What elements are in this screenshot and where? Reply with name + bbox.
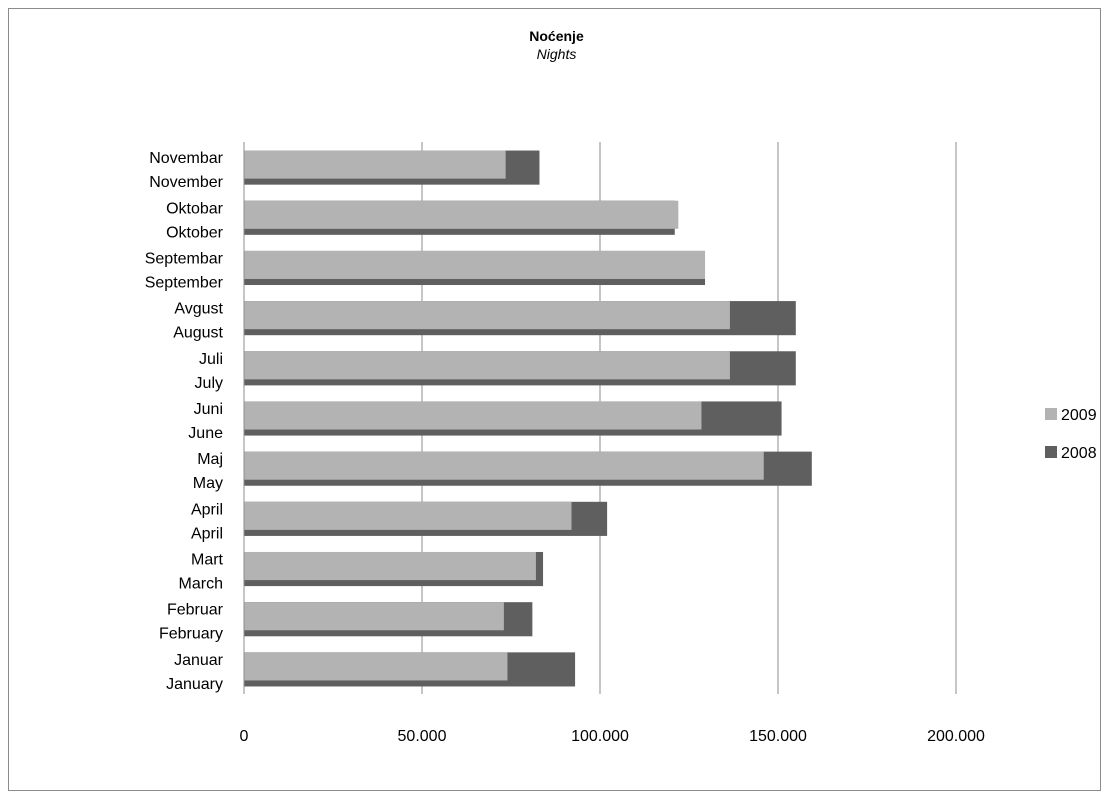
x-tick-label: 0 bbox=[240, 728, 249, 745]
category-label-local: Januar bbox=[174, 652, 224, 669]
legend: 2009 2008 bbox=[1045, 407, 1097, 462]
x-tick-label: 100.000 bbox=[571, 728, 629, 745]
category-label-english: January bbox=[166, 676, 223, 693]
category-label-english: February bbox=[159, 626, 223, 643]
legend-swatch-2009 bbox=[1045, 408, 1057, 420]
category-label-english: April bbox=[191, 525, 223, 542]
bars bbox=[244, 150, 812, 687]
category-label-local: Maj bbox=[197, 451, 223, 468]
category-label-local: Novembar bbox=[149, 150, 223, 167]
category-label-english: November bbox=[149, 174, 223, 191]
legend-label-2008: 2008 bbox=[1061, 445, 1097, 462]
legend-label-2009: 2009 bbox=[1061, 407, 1097, 424]
tick-labels: 0 50.000 100.000 150.000 200.000 bbox=[240, 728, 985, 745]
category-label-english: September bbox=[145, 274, 224, 291]
category-label-english: July bbox=[195, 375, 223, 392]
bar-2009 bbox=[244, 602, 504, 631]
category-label-local: Septembar bbox=[145, 250, 224, 267]
category-labels: Januar January Februar February Mart March Apr… bbox=[145, 150, 224, 693]
bar-2009 bbox=[244, 250, 706, 279]
chart-title: Noćenje bbox=[529, 28, 584, 44]
bar-2009 bbox=[244, 652, 508, 681]
bar-2009 bbox=[244, 451, 764, 480]
bar-2009 bbox=[244, 301, 730, 330]
bar-2009 bbox=[244, 551, 536, 581]
category-label-local: Juni bbox=[194, 401, 223, 418]
category-label-local: Oktobar bbox=[166, 200, 224, 217]
legend-swatch-2008 bbox=[1045, 446, 1057, 458]
category-label-english: June bbox=[188, 425, 223, 442]
x-tick-label: 150.000 bbox=[749, 728, 807, 745]
category-label-english: March bbox=[179, 576, 223, 593]
category-label-local: Februar bbox=[167, 602, 224, 619]
bar-2009 bbox=[244, 200, 679, 229]
category-label-english: August bbox=[173, 325, 223, 342]
category-label-local: April bbox=[191, 501, 223, 518]
bar-2009 bbox=[244, 401, 702, 430]
bar-2009 bbox=[244, 351, 730, 380]
bar-2009 bbox=[244, 150, 506, 179]
category-label-local: Avgust bbox=[174, 301, 223, 318]
category-label-english: Oktober bbox=[166, 224, 224, 241]
category-label-local: Mart bbox=[191, 552, 224, 569]
x-tick-label: 50.000 bbox=[398, 728, 447, 745]
x-tick-label: 200.000 bbox=[927, 728, 985, 745]
category-label-local: Juli bbox=[199, 351, 223, 368]
category-label-english: May bbox=[193, 475, 223, 492]
chart-subtitle: Nights bbox=[536, 46, 577, 62]
bar-2009 bbox=[244, 501, 572, 530]
